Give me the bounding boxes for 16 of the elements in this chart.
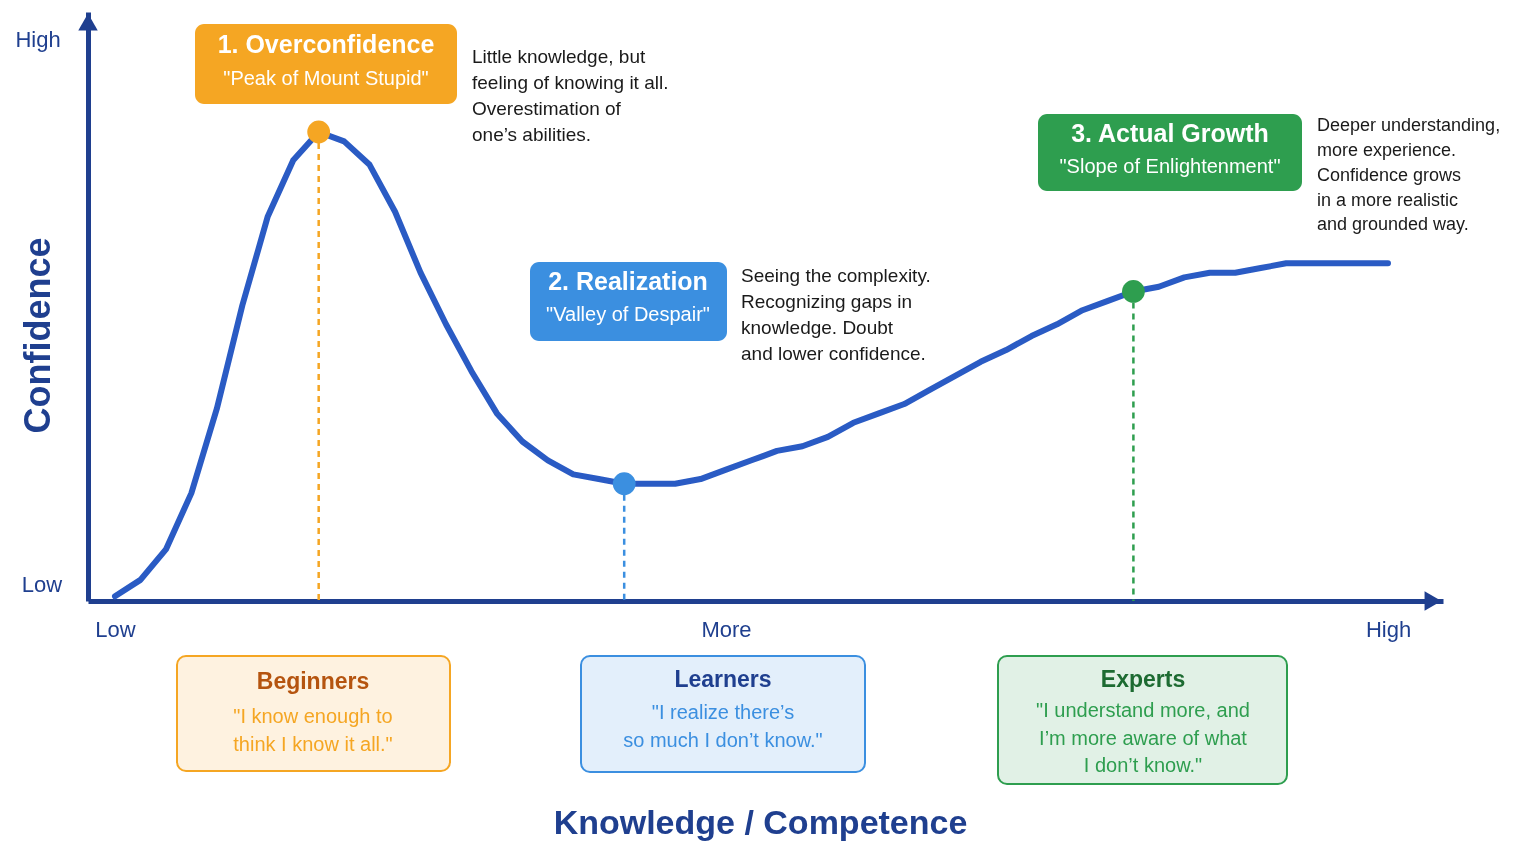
annotation: Little knowledge, but feeling of knowing it all. Overestimation of one’s abilities.	[472, 45, 669, 146]
text: 1. Overconfidence "Peak of Mount Stupid"	[217, 30, 435, 89]
annotation: 3. Actual Growth "Slope of Enlightenment"	[1059, 119, 1281, 177]
annotation: Deeper understanding, more experience. Confidence grows in a more realistic and grounded way.	[1317, 115, 1501, 235]
text: Beginners "I know enough to think I know it all."	[233, 668, 393, 755]
text: Experts "I understand more, and I’m more aware of what I don’t know."	[1036, 666, 1250, 777]
text: Low	[21, 571, 63, 597]
y-axis-title: Confidence	[16, 237, 58, 434]
x-tick-label: More	[701, 616, 752, 642]
text: High	[15, 26, 61, 52]
x-axis-title: Knowledge / Competence	[553, 802, 968, 841]
x-tick-label: Low	[95, 616, 136, 642]
text: Learners "I realize there’s so much I don’t know."	[623, 666, 823, 751]
annotation: Seeing the complexity. Recognizing gaps in knowledge. Doubt and lower confidence.	[741, 264, 931, 365]
x-tick-label: High	[1365, 616, 1412, 642]
annotation: 2. Realization "Valley of Despair"	[546, 267, 710, 325]
